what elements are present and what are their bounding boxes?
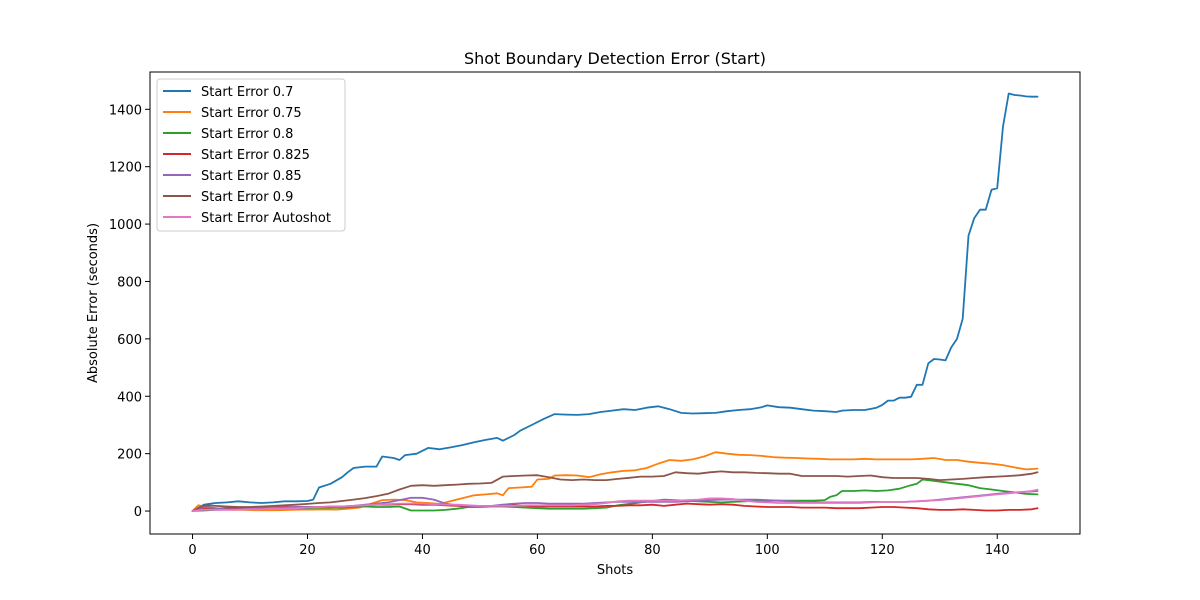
- y-tick-label: 400: [117, 390, 142, 405]
- series-lines: [191, 92, 1039, 512]
- x-tick-label: 20: [299, 543, 316, 558]
- series-line-0: [191, 92, 1039, 512]
- y-tick-label: 600: [117, 333, 142, 348]
- y-tick-label: 800: [117, 275, 142, 290]
- legend-box: [156, 78, 346, 232]
- chart-title: Shot Boundary Detection Error (Start): [464, 49, 766, 68]
- legend-label-2: Start Error 0.8: [201, 127, 293, 142]
- x-tick-label: 140: [985, 543, 1010, 558]
- x-axis-title: Shots: [597, 563, 634, 578]
- y-axis-title: Absolute Error (seconds): [86, 223, 101, 383]
- x-tick-label: 100: [755, 543, 780, 558]
- y-axis: 0 200 400 600 800 1000 1200 1400: [109, 103, 150, 520]
- legend-label-4: Start Error 0.85: [201, 169, 302, 184]
- x-tick-label: 0: [188, 543, 196, 558]
- x-axis: 0 20 40 60 80 100 120 140: [188, 534, 1010, 558]
- series-line-2: [191, 478, 1039, 512]
- series-line-1: [191, 451, 1039, 512]
- x-tick-label: 60: [529, 543, 546, 558]
- legend-label-1: Start Error 0.75: [201, 106, 302, 121]
- y-tick-label: 200: [117, 448, 142, 463]
- legend-label-5: Start Error 0.9: [201, 190, 293, 205]
- x-tick-label: 40: [414, 543, 431, 558]
- x-tick-label: 80: [644, 543, 661, 558]
- legend-label-6: Start Error Autoshot: [201, 211, 331, 226]
- legend-label-0: Start Error 0.7: [201, 85, 293, 100]
- series-line-5: [191, 470, 1039, 512]
- y-tick-label: 0: [134, 505, 142, 520]
- x-tick-label: 120: [870, 543, 895, 558]
- y-tick-label: 1000: [109, 218, 142, 233]
- y-tick-label: 1400: [109, 103, 142, 118]
- legend: Start Error 0.7 Start Error 0.75 Start Err…: [156, 78, 346, 232]
- y-tick-label: 1200: [109, 161, 142, 176]
- plot-area-frame: [149, 71, 1081, 535]
- legend-label-3: Start Error 0.825: [201, 148, 310, 163]
- series-line-6: [191, 488, 1039, 512]
